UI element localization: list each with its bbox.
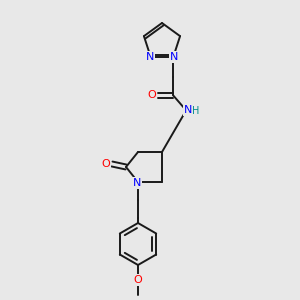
Text: O: O xyxy=(134,275,142,285)
Text: O: O xyxy=(148,90,157,100)
Text: N: N xyxy=(133,178,141,188)
Text: N: N xyxy=(170,52,178,62)
Text: H: H xyxy=(193,106,200,116)
Text: O: O xyxy=(102,159,110,169)
Text: N: N xyxy=(146,52,154,62)
Text: N: N xyxy=(184,105,192,116)
